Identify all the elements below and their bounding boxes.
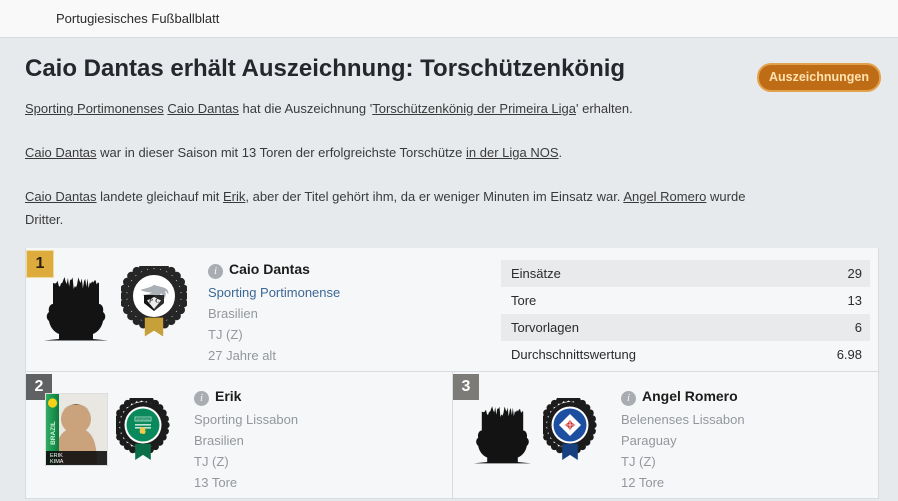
svg-text:SPORTING: SPORTING bbox=[136, 417, 150, 421]
svg-text:KIMA: KIMA bbox=[50, 459, 64, 465]
svg-text:P: P bbox=[149, 298, 153, 305]
svg-text:BRAZIL: BRAZIL bbox=[50, 421, 57, 445]
